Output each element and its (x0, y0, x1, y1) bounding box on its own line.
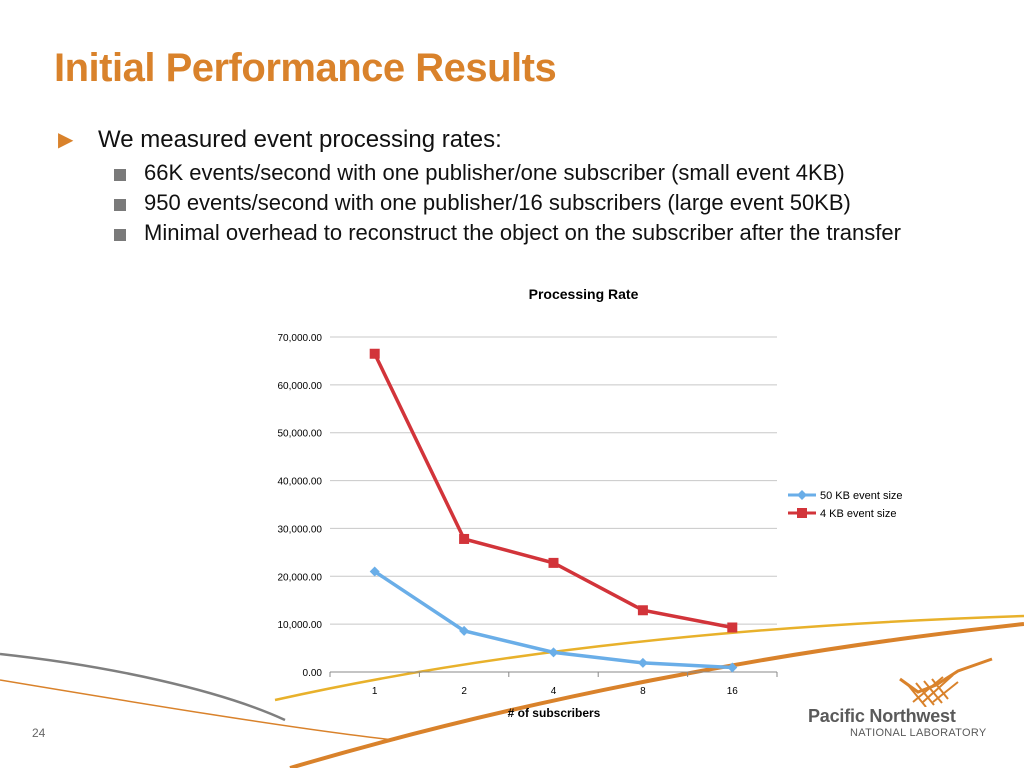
bullet-main: ▶ We measured event processing rates: (58, 124, 998, 156)
orange-swoosh-thin (0, 679, 396, 741)
page-number: 24 (32, 726, 46, 740)
square-bullet-icon (114, 199, 126, 211)
legend-marker (797, 508, 807, 518)
y-tick-label: 60,000.00 (278, 381, 323, 392)
sub-bullet-text: 66K events/second with one publisher/one… (144, 160, 845, 185)
data-point (637, 605, 648, 616)
y-tick-label: 30,000.00 (278, 524, 323, 535)
logo-subtitle: NATIONAL LABORATORY (850, 727, 987, 739)
sub-bullet: 66K events/second with one publisher/one… (114, 160, 998, 186)
y-tick-label: 10,000.00 (278, 620, 323, 631)
bullet-list: ▶ We measured event processing rates: 66… (58, 124, 998, 246)
legend-marker (797, 490, 807, 500)
bullet-main-text: We measured event processing rates: (98, 126, 502, 153)
legend-label: 50 KB event size (820, 490, 903, 502)
y-tick-label: 50,000.00 (278, 429, 323, 440)
y-tick-label: 0.00 (303, 668, 323, 679)
data-point (369, 566, 380, 577)
x-tick-label: 1 (372, 686, 378, 697)
triangle-right-icon: ▶ (58, 129, 74, 151)
data-point (637, 657, 648, 668)
x-tick-label: 4 (551, 686, 557, 697)
y-tick-label: 40,000.00 (278, 477, 323, 488)
data-point (727, 662, 738, 673)
square-bullet-icon (114, 169, 126, 181)
sub-bullet: Minimal overhead to reconstruct the obje… (114, 220, 998, 246)
data-point (548, 647, 559, 658)
sub-bullet-text: Minimal overhead to reconstruct the obje… (144, 220, 901, 245)
y-tick-label: 70,000.00 (278, 333, 323, 344)
x-tick-label: 2 (461, 686, 467, 697)
x-axis-title: # of subscribers (508, 706, 601, 720)
x-tick-label: 8 (640, 686, 646, 697)
data-point (459, 533, 470, 544)
chart-title: Processing Rate (529, 286, 639, 302)
series-line (373, 352, 733, 630)
data-point (727, 622, 738, 633)
sub-bullet-text: 950 events/second with one publisher/16 … (144, 190, 851, 215)
square-bullet-icon (114, 229, 126, 241)
data-point (548, 557, 559, 568)
gray-swoosh (0, 652, 286, 722)
x-tick-label: 16 (727, 686, 739, 697)
data-point (459, 625, 470, 636)
yellow-swoosh (274, 614, 1024, 702)
sub-bullet: 950 events/second with one publisher/16 … (114, 190, 998, 216)
orange-swoosh-thick (289, 622, 1024, 768)
legend-label: 4 KB event size (820, 508, 896, 520)
pnnl-logo-mark-icon (899, 657, 993, 707)
slide-title: Initial Performance Results (54, 46, 557, 90)
logo-name: Pacific Northwest (808, 706, 956, 726)
data-point (369, 348, 380, 359)
y-tick-label: 20,000.00 (278, 572, 323, 583)
